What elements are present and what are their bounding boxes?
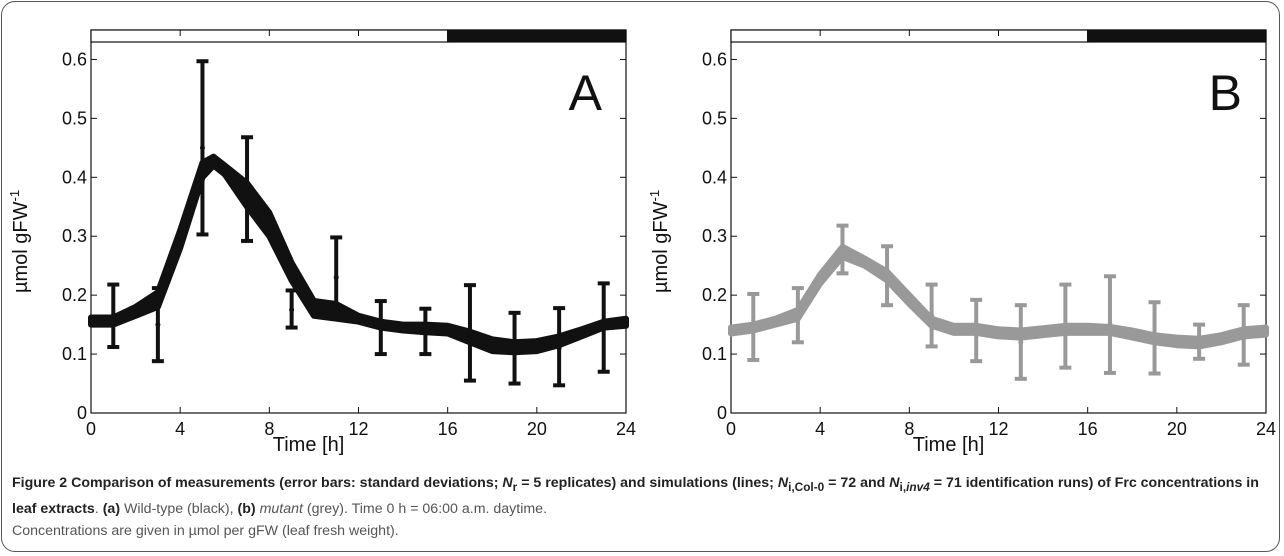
y-tick-label: 0.3 [62, 226, 87, 246]
caption-nr-symbol: N [502, 475, 513, 491]
chart-panel-b: 0 4 8 12 16 20 24 0 0.1 0.2 0.3 0.4 0.5 0.6 Time [h] µm… [647, 29, 1276, 456]
y-tick-label: 0.1 [702, 344, 727, 364]
x-tick-label: 20 [527, 419, 547, 439]
measurement-mean-point [155, 322, 161, 328]
caption-ni-symbol: N [777, 475, 789, 491]
y-axis-label: µmol gFW-1 [7, 190, 32, 293]
x-axis-label: Time [h] [273, 434, 345, 456]
y-tick-label: 0.5 [702, 108, 727, 128]
y-tick-label: 0.4 [62, 167, 87, 187]
x-tick-label: 8 [264, 419, 274, 439]
measurement-mean-point [512, 345, 518, 351]
x-tick-label: 0 [726, 419, 736, 439]
simulation-band [88, 153, 629, 356]
caption-title-part-3: = 72 and [824, 475, 890, 491]
caption-ni2-subscript-b: inv4 [906, 479, 930, 494]
x-axis-label: Time [h] [913, 434, 985, 456]
measurement-mean-point [1062, 323, 1068, 329]
x-tick-label: 0 [86, 419, 96, 439]
caption-panel-b-text: (grey). Time 0 h = 06:00 a.m. daytime. [302, 500, 548, 517]
x-tick-label: 24 [1256, 419, 1276, 439]
measurement-mean-point [973, 328, 979, 334]
measurement-mean-point [1107, 322, 1113, 328]
caption-title-part-2: = 5 replicates) and simulations (lines; [517, 475, 778, 491]
measurement-mean-point [333, 274, 339, 280]
chart-panel-a: 0 4 8 12 16 20 24 0 0.1 0.2 0.3 0.4 0.5 0.6 Time [h] µm… [7, 29, 636, 456]
caption-ni2-subscript: i,inv4 [900, 480, 930, 494]
caption-ni2-subscript-a: i, [899, 479, 907, 494]
simulation-band [728, 243, 1269, 350]
x-tick-label: 20 [1167, 419, 1187, 439]
caption-figure-label: Figure 2 [12, 475, 68, 491]
y-tick-label: 0.3 [702, 226, 727, 246]
x-tick-label: 4 [815, 419, 825, 439]
caption-panel-a-label: (a) [102, 500, 121, 517]
caption-nr-subscript: r [512, 479, 518, 494]
caption-panel-a-text: Wild-type (black), [120, 500, 238, 517]
caption-mutant-italic: mutant [259, 500, 303, 517]
measurement-mean-point [244, 186, 250, 192]
y-axis-label-text: µmol gFW [650, 201, 672, 293]
x-tick-label: 16 [438, 419, 458, 439]
measurement-mean-point [1241, 332, 1247, 338]
figure-caption: Figure 2 Comparison of measurements (err… [12, 472, 1267, 542]
caption-period: . [94, 500, 103, 517]
caption-ni-subscript: i,Col-0 [788, 479, 825, 494]
caption-title-part-4: = 71 identification runs) of Frc concent… [12, 475, 1259, 517]
caption-title-part-1: Comparison of measurements (error bars: … [67, 475, 503, 491]
y-axis-label: µmol gFW-1 [647, 190, 672, 293]
y-tick-label: 0.5 [62, 108, 87, 128]
y-tick-label: 0.6 [702, 49, 727, 69]
y-axis-label-text: µmol gFW [10, 201, 32, 293]
plot-area [90, 29, 627, 414]
x-tick-label: 16 [1078, 419, 1098, 439]
measurement-mean-point [110, 313, 116, 319]
caption-title: Figure 2 Comparison of measurements (err… [12, 475, 1259, 517]
measurement-mean-point [199, 145, 205, 151]
y-tick-label: 0.2 [702, 285, 727, 305]
y-axis-label-superscript: -1 [7, 190, 22, 202]
measurement-mean-point [1152, 335, 1158, 341]
x-tick-label: 24 [616, 419, 636, 439]
x-tick-label: 12 [988, 419, 1008, 439]
y-tick-label: 0 [77, 403, 87, 423]
y-tick-label: 0.4 [702, 167, 727, 187]
x-tick-label: 8 [904, 419, 914, 439]
plot-area [730, 29, 1267, 414]
y-axis-label-superscript: -1 [647, 190, 662, 202]
measurement-mean-point [467, 330, 473, 336]
y-tick-label: 0 [717, 403, 727, 423]
measurement-mean-point [750, 325, 756, 331]
measurement-mean-point [884, 273, 890, 279]
measurement-mean-point [795, 313, 801, 319]
y-tick-label: 0.1 [62, 344, 87, 364]
measurement-mean-point [556, 345, 562, 351]
measurement-mean-point [1196, 339, 1202, 345]
panel-label: A [569, 65, 603, 121]
caption-line-3: Concentrations are given in µmol per gFW… [12, 522, 399, 539]
y-tick-label: 0.2 [62, 285, 87, 305]
y-tick-label: 0.6 [62, 49, 87, 69]
measurement-mean-point [929, 313, 935, 319]
measurement-mean-point [378, 325, 384, 331]
measurement-mean-point [422, 328, 428, 334]
x-tick-label: 12 [348, 419, 368, 439]
caption-panel-b-label: (b) [237, 500, 256, 517]
measurement-mean-point [1018, 339, 1024, 345]
x-tick-label: 4 [175, 419, 185, 439]
measurement-mean-point [289, 307, 295, 313]
panel-label: B [1209, 65, 1242, 121]
caption-ni2-symbol: N [889, 475, 900, 491]
measurement-mean-point [601, 325, 607, 331]
measurement-mean-point [839, 247, 845, 253]
